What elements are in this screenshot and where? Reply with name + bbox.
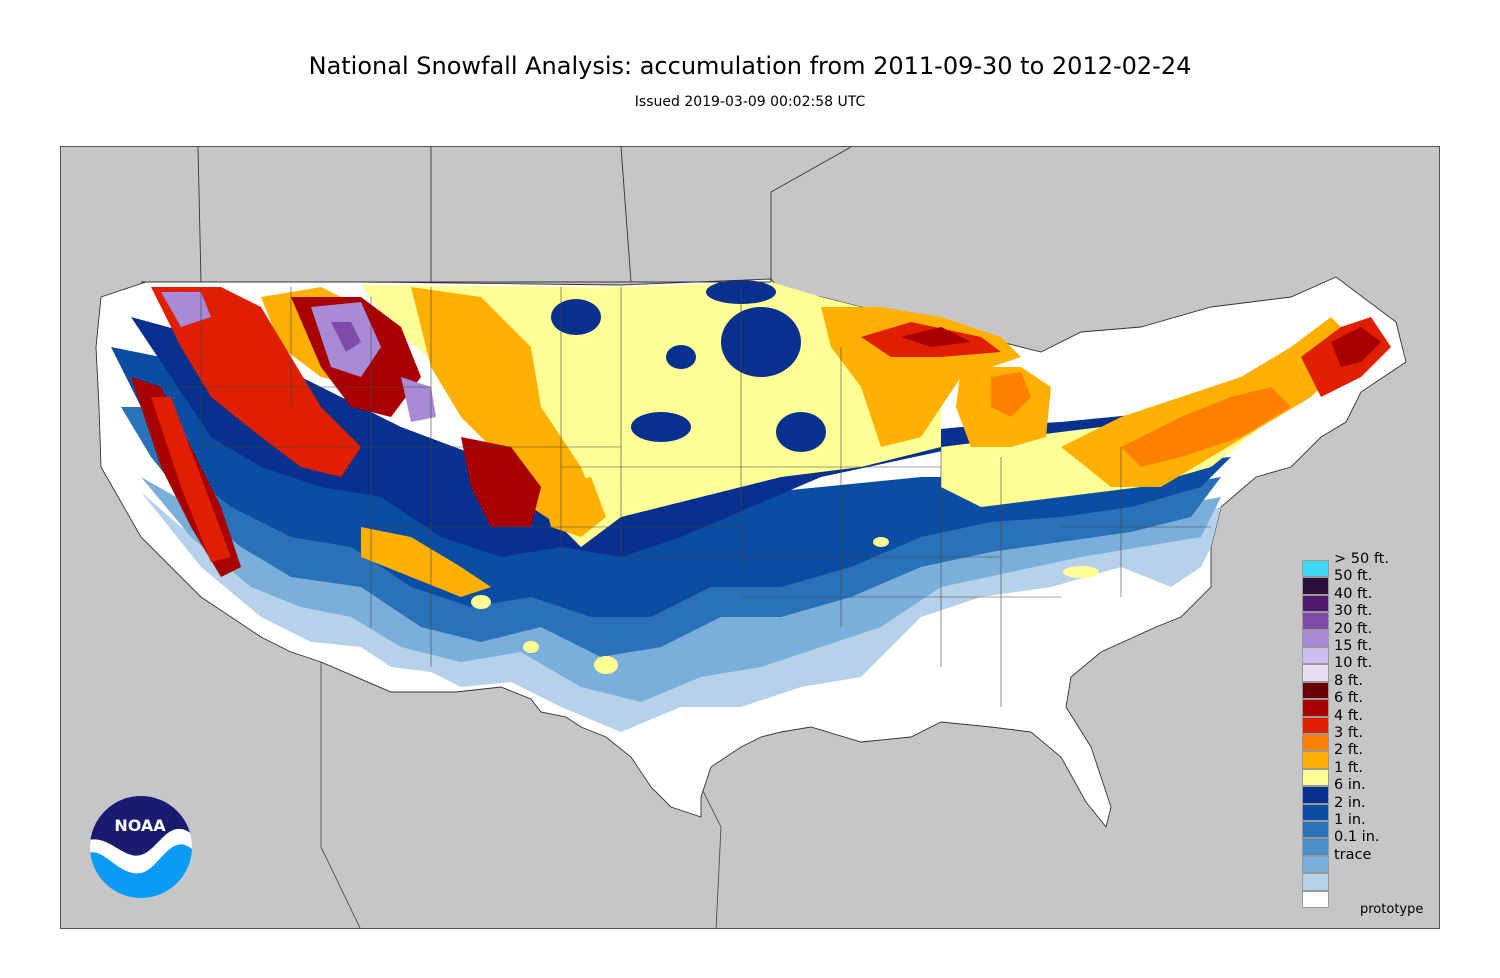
map-canvas: [95, 147, 1407, 928]
legend-item: > 50 ft.: [1302, 551, 1389, 578]
map-title: National Snowfall Analysis: accumulation…: [308, 52, 1192, 80]
legend-swatch: [1302, 560, 1329, 578]
legend-swatch: [1302, 699, 1329, 717]
legend-item: 4 ft.: [1302, 708, 1363, 734]
legend-item: 10 ft.: [1302, 655, 1372, 682]
legend-item: trace: [1302, 847, 1371, 874]
legend-label: 2 ft.: [1334, 742, 1363, 759]
legend-item: 2 in.: [1302, 795, 1366, 821]
legend-item: 3 ft.: [1302, 725, 1363, 752]
legend-label: 10 ft.: [1334, 655, 1373, 672]
legend-item: 2 ft.: [1302, 742, 1363, 769]
legend-label: 8 ft.: [1334, 672, 1363, 689]
legend-item: [1302, 873, 1329, 891]
noaa-logo-text: NOAA: [114, 816, 166, 835]
legend-item: 50 ft.: [1302, 568, 1372, 595]
legend-label: trace: [1334, 846, 1372, 863]
legend-swatch: [1302, 838, 1329, 856]
legend-item: 1 ft.: [1302, 760, 1363, 787]
legend-swatch: [1302, 647, 1329, 665]
legend-swatch: [1302, 716, 1329, 734]
legend-label: 1 in.: [1334, 812, 1366, 828]
legend-swatch: [1302, 751, 1329, 769]
legend-item: 15 ft.: [1302, 638, 1372, 665]
legend-item: 1 in.: [1302, 812, 1366, 839]
legend-swatch: [1302, 577, 1329, 595]
legend-label: 1 ft.: [1334, 759, 1363, 776]
legend-swatch: [1302, 855, 1329, 874]
legend-item: 8 ft.: [1302, 673, 1363, 700]
legend-item: 6 in.: [1302, 777, 1366, 804]
legend-item: 30 ft.: [1302, 603, 1372, 630]
legend-swatch: [1302, 612, 1329, 630]
legend-swatch: [1302, 786, 1329, 804]
legend-swatch: [1302, 890, 1329, 908]
legend-swatch: [1302, 821, 1329, 839]
legend-swatch: [1302, 768, 1329, 787]
legend-label: 0.1 in.: [1334, 829, 1380, 846]
legend-label: 50 ft.: [1334, 568, 1373, 585]
legend-item: 20 ft.: [1302, 621, 1372, 647]
legend-label: 30 ft.: [1334, 603, 1373, 620]
legend-item: 40 ft.: [1302, 586, 1372, 613]
legend-label: 40 ft.: [1334, 585, 1373, 602]
legend-swatch: [1302, 629, 1329, 647]
legend-label: 4 ft.: [1334, 707, 1363, 724]
snowfall-layers: [111, 280, 1391, 732]
legend-item: 6 ft.: [1302, 690, 1363, 717]
legend-label: > 50 ft.: [1334, 551, 1389, 567]
legend-label: 3 ft.: [1334, 725, 1363, 741]
snowfall-map: [60, 146, 1440, 929]
legend-item: 0.1 in.: [1302, 829, 1380, 856]
legend-item: [1302, 890, 1329, 908]
legend-label: 6 ft.: [1334, 690, 1363, 707]
legend-label: 15 ft.: [1334, 638, 1373, 654]
legend-label: 20 ft.: [1334, 620, 1373, 637]
legend-swatch: [1302, 803, 1329, 821]
legend-swatch: [1302, 873, 1329, 891]
noaa-logo: NOAA: [90, 796, 192, 898]
legend-swatch: [1302, 594, 1329, 613]
country-borders: [141, 147, 852, 283]
legend-swatch: [1302, 681, 1329, 700]
legend-swatch: [1302, 664, 1329, 682]
state-borders: [161, 287, 1211, 707]
legend-label: 2 in.: [1334, 794, 1366, 811]
issued-timestamp: Issued 2019-03-09 00:02:58 UTC: [634, 94, 866, 110]
legend-label: 6 in.: [1334, 777, 1366, 794]
prototype-label: prototype: [1360, 902, 1424, 917]
legend-swatch: [1302, 734, 1329, 752]
